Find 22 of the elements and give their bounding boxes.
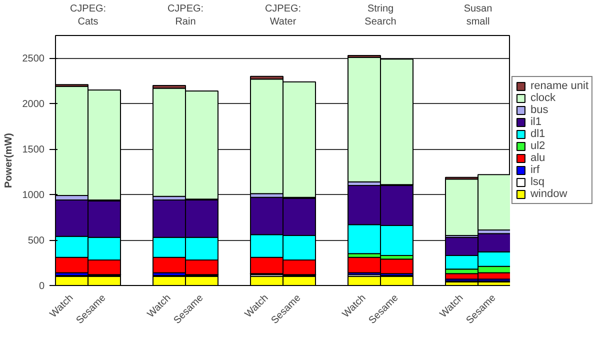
y-tick-label: 0 [38, 281, 45, 292]
text: CJPEG: Rain [167, 3, 204, 28]
legend-label: clock [530, 92, 556, 104]
y-tick-label: 1000 [22, 190, 45, 202]
text: CJPEG: Water [264, 3, 302, 28]
y-tick-label: 500 [28, 236, 45, 247]
y-axis-title: Power(mW) [3, 133, 14, 188]
text: String Search [364, 3, 396, 28]
y-tick-label: 2000 [22, 99, 45, 110]
legend-label: dl1 [530, 128, 546, 140]
legend-label: il1 [530, 116, 542, 128]
legend-label: alu [530, 152, 546, 164]
legend-label: bus [530, 104, 550, 116]
legend-label: ul2 [530, 140, 546, 152]
text: Susan small [464, 3, 492, 28]
legend-label: rename unit [530, 80, 589, 92]
legend-label: lsq [530, 176, 546, 188]
legend-label: window [530, 188, 568, 200]
y-tick-label: 2500 [22, 54, 45, 65]
text: CJPEG: Cats [70, 3, 106, 28]
legend-label: irf [530, 164, 541, 176]
y-tick-label: 1500 [22, 144, 45, 156]
